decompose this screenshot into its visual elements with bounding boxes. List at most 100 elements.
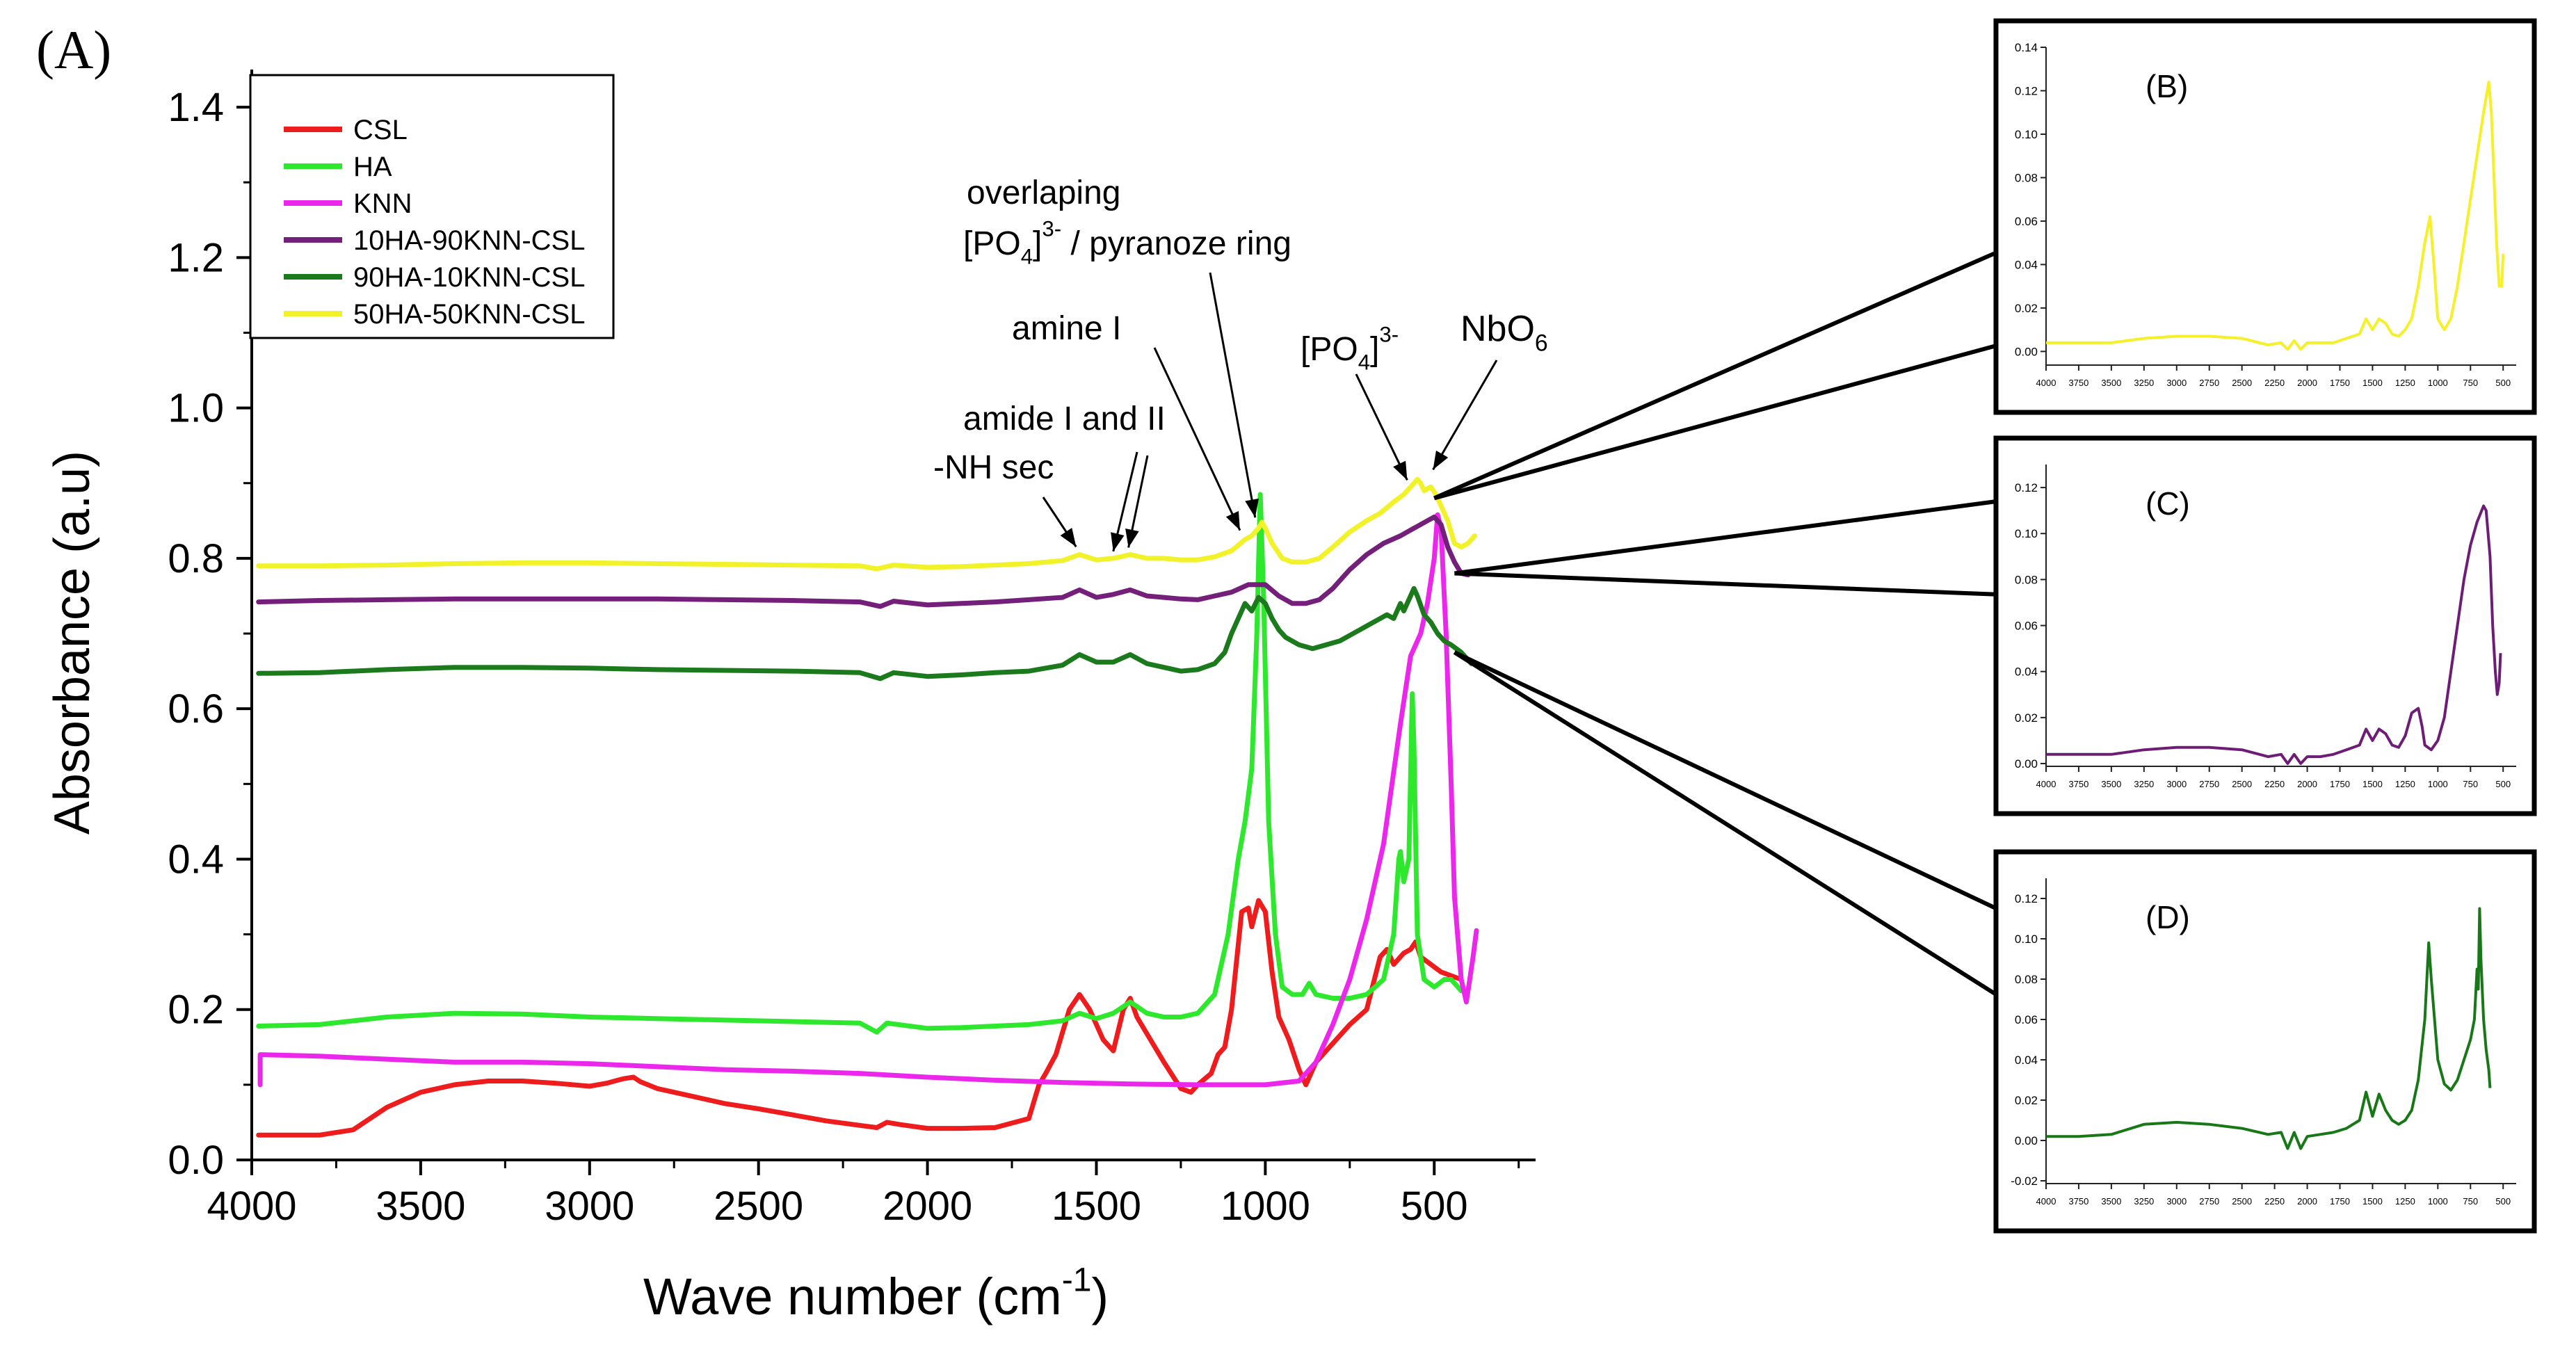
- x-tick-label: 1000: [1221, 1184, 1310, 1229]
- series-line-CSL: [256, 898, 1464, 1138]
- inset-y-tick-label: 0.04: [2015, 666, 2038, 679]
- inset-x-tick-label: 3500: [2101, 378, 2121, 388]
- y-tick-label: 0.4: [168, 837, 224, 882]
- inset-y-tick-label: 0.12: [2015, 84, 2038, 97]
- inset-frame: [1993, 18, 2537, 415]
- inset-y-tick-label: 0.08: [2015, 573, 2038, 586]
- annotation-nbo6-part-0: NbO: [1460, 309, 1535, 349]
- inset-connector-line: [1453, 650, 2003, 1000]
- inset-x-tick-label: 750: [2463, 1196, 2478, 1207]
- inset-chart-c: 0.00 0.02 0.04 0.06 0.08 0.10 0.12 4000 3750 3500…: [1993, 435, 2537, 816]
- inset-x-tick-label: 2250: [2264, 1196, 2285, 1207]
- x-axis-label: Wave number (cm-1): [643, 1261, 1109, 1325]
- annotation-arrow-nh-sec-head: [1060, 528, 1077, 547]
- annotation-arrow-nbo6: [1432, 360, 1498, 471]
- inset-x-tick-label: 3500: [2101, 779, 2121, 789]
- inset-y-tick-label: 0.08: [2015, 973, 2038, 986]
- inset-x-tick-label: 4000: [2036, 378, 2056, 388]
- inset-x-tick-label: 3000: [2166, 1196, 2187, 1207]
- inset-x-tick-label: 2250: [2264, 779, 2285, 789]
- inset-y-tick-label: 0.14: [2015, 41, 2038, 54]
- inset-x-tick-label: 3250: [2134, 378, 2154, 388]
- annotation-overlaping-line2-part-1: 4: [1021, 244, 1033, 268]
- annotation-overlaping-line2-part-2: ]: [1033, 225, 1042, 262]
- inset-x-tick-label: 2000: [2297, 779, 2317, 789]
- inset-frame: [1993, 849, 2537, 1234]
- annotation-overlaping-line2-part-0: [PO: [963, 225, 1021, 262]
- inset-x-tick-label: 1500: [2362, 779, 2383, 789]
- inset-y-tick-label: 0.02: [2015, 1094, 2038, 1107]
- y-tick-label: 0.2: [168, 987, 224, 1033]
- series-line-KNN: [257, 512, 1479, 1088]
- inset-y-tick-label: -0.02: [2011, 1175, 2038, 1188]
- annotation-po4-part-3: 3-: [1379, 323, 1399, 347]
- x-tick-label: 3500: [376, 1184, 465, 1229]
- inset-frame: [1993, 435, 2537, 816]
- inset-x-tick-label: 1500: [2362, 1196, 2383, 1207]
- inset-x-tick-label: 750: [2463, 378, 2478, 388]
- legend-entry-label: CSL: [353, 115, 408, 145]
- x-axis-label-part-2: ): [1092, 1268, 1109, 1325]
- annotation-arrow-amide-2-head: [1125, 529, 1139, 548]
- inset-y-tick-label: 0.04: [2015, 258, 2038, 271]
- legend-entry-label: 10HA-90KNN-CSL: [353, 225, 585, 256]
- inset-series-line: [2046, 907, 2492, 1150]
- main-chart: 0.0 0.2 0.4 0.6 0.8 1.0 1.2 1.4 4000 3500 3000 2500…: [45, 70, 1548, 1325]
- inset-y-tick-label: 0.06: [2015, 215, 2038, 228]
- x-tick-label: 3000: [545, 1184, 634, 1229]
- inset-y-tick-label: 0.06: [2015, 1013, 2038, 1026]
- inset-x-tick-label: 2750: [2199, 1196, 2219, 1207]
- inset-connector-line: [1433, 248, 2003, 501]
- annotation-po4-part-0: [PO: [1301, 331, 1358, 368]
- inset-x-tick-label: 1750: [2330, 779, 2350, 789]
- annotation-arrow-overlaping: [1209, 272, 1257, 518]
- inset-y-tick-label: 0.00: [2015, 757, 2038, 771]
- y-tick-label: 1.4: [168, 85, 224, 130]
- annotation-overlaping-line1: overlaping: [967, 175, 1120, 211]
- inset-x-tick-label: 3750: [2068, 378, 2088, 388]
- inset-x-tick-label: 3000: [2166, 378, 2187, 388]
- x-tick-label: 2500: [714, 1184, 803, 1229]
- inset-y-tick-label: 0.04: [2015, 1054, 2038, 1067]
- inset-x-tick-label: 2000: [2297, 378, 2317, 388]
- inset-x-tick-label: 500: [2495, 378, 2511, 388]
- inset-y-tick-label: 0.00: [2015, 345, 2038, 358]
- inset-x-tick-label: 2750: [2199, 378, 2219, 388]
- series-line-10HA-90KNN-CSL: [256, 514, 1474, 609]
- inset-x-tick-label: 3750: [2068, 779, 2088, 789]
- inset-x-tick-label: 2500: [2232, 1196, 2252, 1207]
- annotation-po4-part-2: ]: [1370, 331, 1379, 368]
- inset-x-tick-label: 4000: [2036, 779, 2056, 789]
- inset-x-tick-label: 1750: [2330, 378, 2350, 388]
- inset-x-tick-label: 1000: [2428, 1196, 2448, 1207]
- annotation-nbo6: NbO6: [1460, 309, 1548, 357]
- annotation-arrow-amine-head: [1225, 510, 1240, 531]
- inset-series-line: [2046, 504, 2502, 765]
- inset-panel-label: (C): [2146, 485, 2190, 522]
- annotation-nh-sec: -NH sec: [933, 449, 1054, 486]
- x-axis-label-part-1: -1: [1062, 1261, 1092, 1299]
- inset-connector-line: [1454, 499, 2002, 576]
- inset-x-tick-label: 3250: [2134, 779, 2154, 789]
- annotation-arrow-po4-head: [1393, 460, 1408, 481]
- inset-x-tick-label: 500: [2495, 1196, 2511, 1207]
- legend-entry-label: HA: [353, 152, 392, 182]
- x-tick-label: 4000: [207, 1184, 296, 1229]
- y-tick-label: 0.0: [168, 1138, 224, 1183]
- y-tick-label: 1.0: [168, 386, 224, 431]
- inset-y-tick-label: 0.12: [2015, 892, 2038, 905]
- x-tick-label: 500: [1401, 1184, 1468, 1229]
- inset-x-tick-label: 1000: [2428, 378, 2448, 388]
- inset-series-line: [2046, 81, 2505, 351]
- inset-x-tick-label: 1250: [2395, 378, 2415, 388]
- annotation-nbo6-part-1: 6: [1535, 330, 1548, 357]
- legend-entry-label: KNN: [353, 188, 412, 219]
- inset-y-tick-label: 0.10: [2015, 933, 2038, 946]
- legend-entry-label: 50HA-50KNN-CSL: [353, 299, 585, 330]
- inset-x-tick-label: 4000: [2036, 1196, 2056, 1207]
- inset-x-tick-label: 1500: [2362, 378, 2383, 388]
- legend-entry-label: 90HA-10KNN-CSL: [353, 262, 585, 293]
- inset-x-tick-label: 1250: [2395, 779, 2415, 789]
- inset-y-tick-label: 0.10: [2015, 527, 2038, 540]
